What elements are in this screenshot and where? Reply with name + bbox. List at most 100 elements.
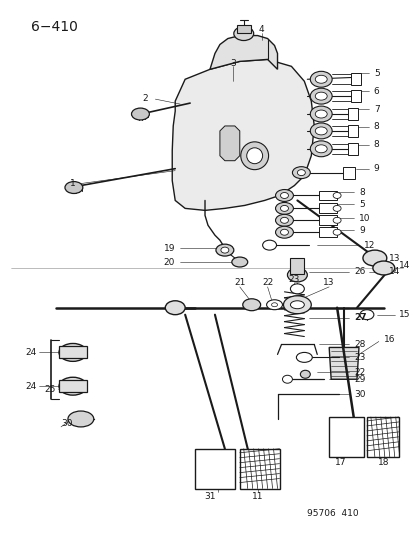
- Text: 29: 29: [353, 375, 365, 384]
- Ellipse shape: [275, 203, 293, 214]
- Polygon shape: [239, 449, 279, 489]
- Ellipse shape: [216, 244, 233, 256]
- Text: 11: 11: [251, 492, 263, 501]
- Text: 2: 2: [142, 94, 148, 103]
- Text: 24: 24: [25, 348, 36, 357]
- Bar: [290, 258, 304, 274]
- Text: 8: 8: [373, 140, 379, 149]
- Text: 17: 17: [335, 458, 346, 467]
- Text: 16: 16: [383, 335, 394, 344]
- Ellipse shape: [280, 229, 288, 235]
- Ellipse shape: [262, 240, 276, 250]
- Ellipse shape: [280, 217, 288, 223]
- Ellipse shape: [68, 411, 93, 427]
- Ellipse shape: [242, 299, 260, 311]
- Text: 25: 25: [45, 385, 56, 394]
- Ellipse shape: [296, 352, 311, 362]
- Text: 7: 7: [373, 104, 379, 114]
- Text: 28: 28: [353, 340, 365, 349]
- Bar: [342, 167, 354, 179]
- Ellipse shape: [310, 71, 331, 87]
- Polygon shape: [366, 417, 398, 457]
- Text: 12: 12: [363, 240, 375, 249]
- Ellipse shape: [332, 229, 340, 235]
- Ellipse shape: [287, 268, 306, 282]
- Ellipse shape: [271, 303, 277, 306]
- Text: 31: 31: [204, 492, 215, 501]
- Text: 5: 5: [358, 200, 364, 209]
- Text: 24: 24: [25, 382, 36, 391]
- Ellipse shape: [310, 88, 331, 104]
- Ellipse shape: [290, 284, 304, 294]
- Text: 23: 23: [288, 276, 299, 285]
- Text: 14: 14: [388, 268, 399, 277]
- Ellipse shape: [280, 192, 288, 198]
- Text: 23: 23: [353, 353, 365, 362]
- Text: 30: 30: [353, 390, 365, 399]
- Ellipse shape: [283, 296, 311, 314]
- Ellipse shape: [292, 167, 310, 179]
- Text: 15: 15: [398, 310, 409, 319]
- Bar: [318, 227, 336, 237]
- Text: 8: 8: [373, 123, 379, 132]
- Bar: [350, 74, 360, 85]
- Text: 26: 26: [353, 268, 365, 277]
- Text: 27: 27: [353, 313, 366, 322]
- Text: 8: 8: [358, 188, 364, 197]
- Bar: [59, 380, 87, 392]
- Ellipse shape: [231, 257, 247, 267]
- Ellipse shape: [59, 377, 87, 395]
- Ellipse shape: [300, 370, 310, 378]
- Ellipse shape: [233, 27, 253, 41]
- Ellipse shape: [131, 108, 149, 120]
- Text: 5: 5: [373, 69, 379, 78]
- Bar: [318, 215, 336, 225]
- Ellipse shape: [310, 141, 331, 157]
- Text: 6: 6: [373, 87, 379, 96]
- Ellipse shape: [315, 92, 326, 100]
- Text: 4: 4: [258, 25, 264, 34]
- Text: 9: 9: [373, 164, 379, 173]
- Ellipse shape: [297, 169, 305, 175]
- Text: 22: 22: [353, 368, 364, 377]
- Ellipse shape: [275, 190, 293, 201]
- Ellipse shape: [315, 145, 326, 153]
- Bar: [236, 25, 250, 33]
- Ellipse shape: [372, 261, 394, 275]
- Polygon shape: [328, 348, 358, 379]
- Text: 20: 20: [164, 257, 175, 266]
- Ellipse shape: [165, 301, 185, 314]
- Bar: [350, 90, 360, 102]
- Polygon shape: [195, 449, 234, 489]
- Polygon shape: [328, 417, 363, 457]
- Bar: [59, 346, 87, 358]
- Text: 21: 21: [233, 278, 245, 287]
- Ellipse shape: [221, 247, 228, 253]
- Bar: [347, 143, 357, 155]
- Ellipse shape: [275, 214, 293, 227]
- Ellipse shape: [65, 182, 83, 193]
- Ellipse shape: [290, 301, 304, 309]
- Text: 14: 14: [398, 261, 409, 270]
- Text: 19: 19: [163, 244, 175, 253]
- Text: 10: 10: [358, 214, 370, 223]
- Text: 18: 18: [377, 458, 389, 467]
- Ellipse shape: [332, 217, 340, 223]
- Text: 3: 3: [229, 59, 235, 68]
- Text: 22: 22: [261, 278, 273, 287]
- Text: 13: 13: [388, 254, 399, 263]
- Ellipse shape: [332, 192, 340, 198]
- Bar: [318, 190, 336, 200]
- Bar: [318, 204, 336, 213]
- Ellipse shape: [315, 75, 326, 83]
- Ellipse shape: [240, 142, 268, 169]
- Bar: [347, 125, 357, 137]
- Polygon shape: [219, 126, 239, 161]
- Ellipse shape: [59, 343, 87, 361]
- Text: 95706  410: 95706 410: [306, 510, 358, 518]
- Text: 30: 30: [61, 419, 72, 429]
- Text: 6−410: 6−410: [31, 20, 78, 34]
- Polygon shape: [209, 36, 277, 69]
- Ellipse shape: [280, 205, 288, 212]
- Ellipse shape: [246, 148, 262, 164]
